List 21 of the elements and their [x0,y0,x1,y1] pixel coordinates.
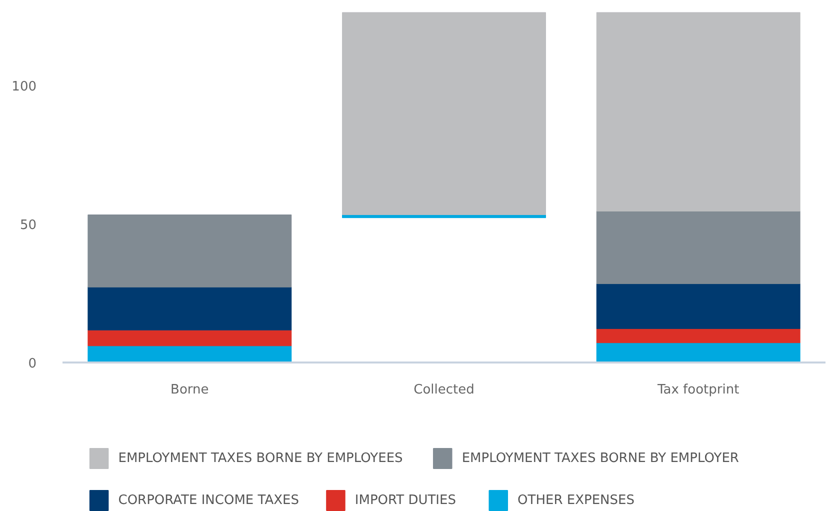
legend-label: OTHER EXPENSES [518,493,635,508]
bar [88,346,292,362]
legend-label: CORPORATE INCOME TAXES [118,493,299,508]
bar [596,284,800,329]
bar [88,286,292,330]
bar [596,342,800,362]
x-tick-label: Tax footprint [656,382,740,398]
legend-label: EMPLOYMENT TAXES BORNE BY EMPLOYEES [118,451,403,466]
y-tick-label: 0 [28,356,37,372]
bar [596,12,800,212]
bar [596,328,800,344]
x-tick-label: Collected [414,382,474,398]
bar [88,214,292,288]
legend-label: EMPLOYMENT TAXES BORNE BY EMPLOYER [462,451,739,466]
x-tick-label: Borne [170,382,209,398]
bar [342,12,546,216]
bar [88,330,292,346]
legend-label: IMPORT DUTIES [354,493,456,508]
bar [596,210,800,284]
y-tick-label: 100 [12,79,37,94]
y-tick-label: 50 [20,218,37,233]
